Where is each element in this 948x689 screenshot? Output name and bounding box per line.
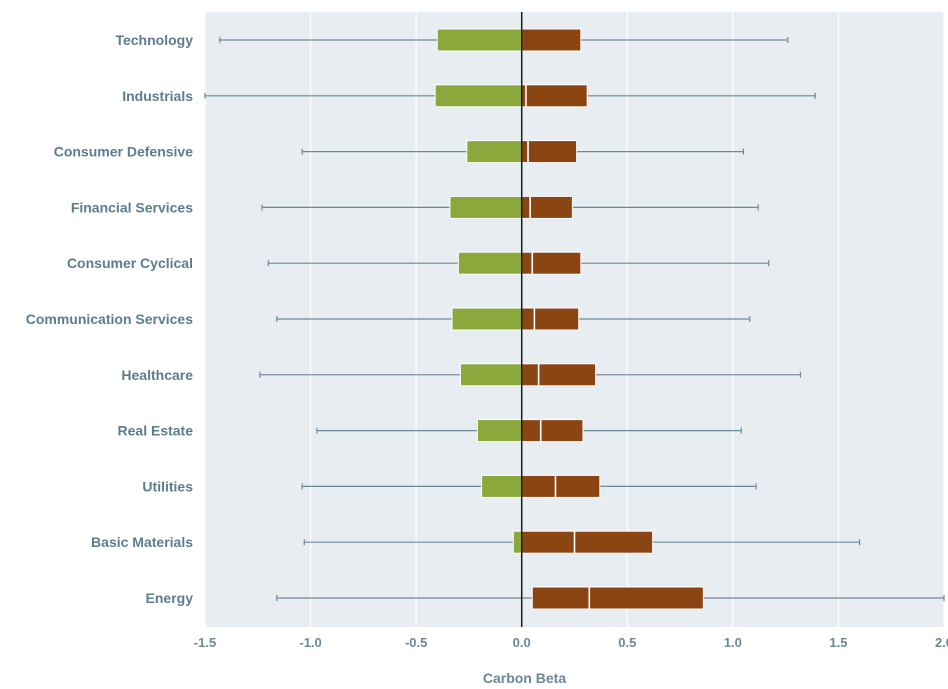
x-tick-labels: -1.5 -1.0 -0.5 0.0 0.5 1.0 1.5 2.0 xyxy=(194,635,948,650)
box-negative-segment xyxy=(481,474,523,498)
category-label: Industrials xyxy=(122,88,193,104)
x-tick-label: 0.5 xyxy=(618,635,636,650)
box-row xyxy=(316,419,742,443)
category-label: Energy xyxy=(146,590,194,606)
x-tick-label: 2.0 xyxy=(935,635,948,650)
x-tick-label: 1.5 xyxy=(829,635,847,650)
box-negative-segment xyxy=(466,140,523,164)
x-tick-label: 0.0 xyxy=(513,635,531,650)
category-labels: Technology Industrials Consumer Defensive F… xyxy=(26,32,193,606)
category-label: Technology xyxy=(115,32,193,48)
box-row xyxy=(219,28,789,52)
box-row xyxy=(267,251,770,275)
box-negative-segment xyxy=(451,307,523,331)
box-row xyxy=(276,307,751,331)
category-label: Healthcare xyxy=(121,367,193,383)
box-row xyxy=(261,195,759,219)
box-positive-segment xyxy=(521,28,582,52)
box-series xyxy=(204,28,945,610)
box-negative-segment xyxy=(434,84,523,108)
box-row xyxy=(259,363,802,387)
box-positive-segment xyxy=(521,195,573,219)
category-label: Financial Services xyxy=(71,199,193,215)
box-row xyxy=(301,474,757,498)
category-label: Basic Materials xyxy=(91,534,193,550)
box-positive-segment xyxy=(531,586,704,610)
box-positive-segment xyxy=(521,419,584,443)
x-tick-label: -1.0 xyxy=(299,635,321,650)
box-row xyxy=(276,586,945,610)
box-positive-segment xyxy=(521,363,597,387)
category-label: Consumer Defensive xyxy=(54,144,193,160)
box-positive-segment xyxy=(521,530,654,554)
x-tick-label: -0.5 xyxy=(405,635,427,650)
box-negative-segment xyxy=(459,363,523,387)
box-negative-segment xyxy=(512,530,523,554)
box-negative-segment xyxy=(449,195,523,219)
box-positive-segment xyxy=(521,474,601,498)
x-tick-label: 1.0 xyxy=(724,635,742,650)
box-positive-segment xyxy=(521,307,580,331)
box-negative-segment xyxy=(476,419,523,443)
category-label: Communication Services xyxy=(26,311,193,327)
category-label: Utilities xyxy=(142,478,193,494)
box-row xyxy=(303,530,861,554)
box-positive-segment xyxy=(521,84,588,108)
box-positive-segment xyxy=(521,251,582,275)
x-tick-label: -1.5 xyxy=(194,635,216,650)
x-axis-title: Carbon Beta xyxy=(483,670,566,686)
box-negative-segment xyxy=(457,251,523,275)
box-row xyxy=(204,84,816,108)
category-label: Real Estate xyxy=(118,423,194,439)
category-label: Consumer Cyclical xyxy=(67,255,193,271)
box-negative-segment xyxy=(436,28,523,52)
box-positive-segment xyxy=(521,140,578,164)
